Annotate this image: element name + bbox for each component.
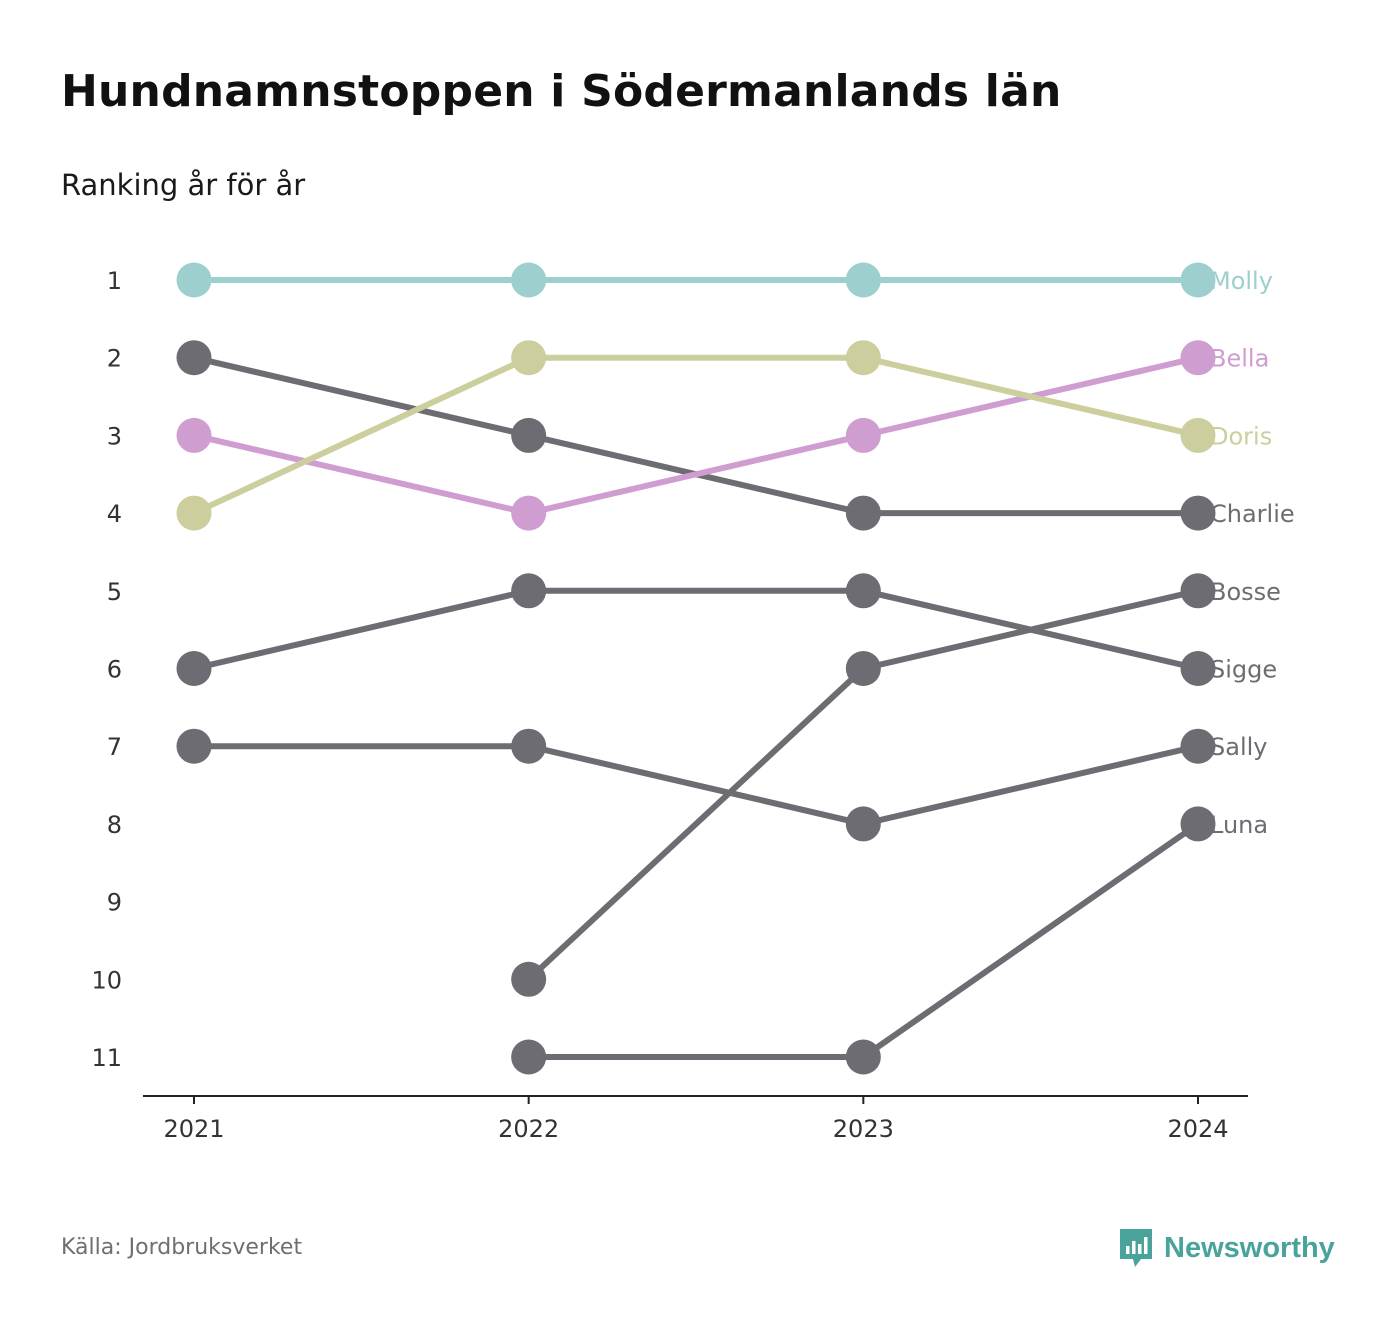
series-line: [526, 587, 1199, 982]
series-label: Bella: [1210, 345, 1269, 373]
data-point: [1180, 728, 1216, 764]
data-point: [845, 806, 881, 842]
series-line: [192, 354, 1199, 516]
data-point: [1180, 417, 1216, 453]
series-label: Luna: [1210, 811, 1268, 839]
series-label: Molly: [1210, 267, 1273, 295]
series-sally: Sally: [176, 728, 1267, 842]
data-point: [511, 262, 547, 298]
series-layer: Charlie Bosse Sigge Sally Luna Molly Bella Dori…: [176, 262, 1295, 1075]
series-line: [193, 587, 1199, 672]
data-point: [1180, 495, 1216, 531]
x-axis: 2021 2022 2023 2024: [143, 1095, 1248, 1143]
series-line: [193, 354, 1199, 517]
newsworthy-logo-icon: [1120, 1229, 1152, 1267]
x-tick-label: 2024: [1167, 1115, 1228, 1143]
series-sigge: Sigge: [176, 573, 1277, 686]
y-tick-label: 10: [91, 966, 122, 994]
data-point: [511, 495, 547, 531]
data-point: [511, 340, 547, 376]
series-label: Doris: [1210, 422, 1272, 450]
data-point: [176, 417, 212, 453]
data-point: [845, 340, 881, 376]
series-line: [528, 821, 1200, 1060]
y-tick-label: 3: [107, 422, 122, 450]
data-point: [176, 340, 212, 376]
data-point: [845, 573, 881, 609]
y-tick-label: 8: [107, 811, 122, 839]
series-label: Sally: [1210, 733, 1267, 761]
data-point: [845, 651, 881, 686]
y-axis-ticks: 1 2 3 4 5 6 7 8 9 10 11: [91, 267, 122, 1072]
data-point: [845, 495, 881, 531]
y-tick-label: 4: [107, 500, 122, 528]
series-charlie: Charlie: [176, 340, 1295, 531]
series-line: [193, 354, 1198, 517]
x-tick-label: 2022: [498, 1115, 559, 1143]
series-label: Bosse: [1210, 578, 1281, 606]
data-point: [511, 1039, 547, 1075]
data-point: [511, 573, 547, 609]
data-point: [511, 961, 547, 997]
data-point: [176, 651, 212, 686]
series-line: [194, 743, 1199, 827]
series-bella: Bella: [176, 340, 1269, 531]
y-tick-label: 2: [107, 345, 122, 373]
data-point: [176, 262, 212, 298]
y-tick-label: 7: [107, 733, 122, 761]
series-label: Charlie: [1210, 500, 1295, 528]
series-molly: Molly: [176, 262, 1273, 298]
data-point: [1180, 262, 1216, 298]
brand-name: Newsworthy: [1164, 1231, 1335, 1264]
data-point: [1180, 806, 1216, 842]
data-point: [511, 417, 547, 453]
brand-logo: Newsworthy: [1118, 1226, 1335, 1270]
source-note: Källa: Jordbruksverket: [61, 1235, 303, 1260]
y-tick-label: 6: [107, 656, 122, 684]
series-label: Sigge: [1210, 656, 1277, 684]
data-point: [1180, 340, 1216, 376]
data-point: [1180, 651, 1216, 686]
data-point: [845, 262, 881, 298]
x-tick-label: 2021: [163, 1115, 224, 1143]
data-point: [176, 728, 212, 764]
y-tick-label: 9: [107, 889, 122, 917]
data-point: [845, 1039, 881, 1075]
y-tick-label: 5: [107, 578, 122, 606]
series-luna: Luna: [511, 806, 1268, 1075]
data-point: [1180, 573, 1216, 609]
data-point: [176, 495, 212, 531]
x-tick-label: 2023: [833, 1115, 894, 1143]
series-bosse: Bosse: [511, 573, 1281, 997]
series-doris: Doris: [176, 340, 1272, 531]
y-tick-label: 1: [107, 267, 122, 295]
chart-subtitle: Ranking år för år: [61, 168, 306, 202]
data-point: [845, 417, 881, 453]
y-tick-label: 11: [91, 1044, 122, 1072]
chart-title: Hundnamnstoppen i Södermanlands län: [61, 66, 1062, 117]
data-point: [511, 728, 547, 764]
